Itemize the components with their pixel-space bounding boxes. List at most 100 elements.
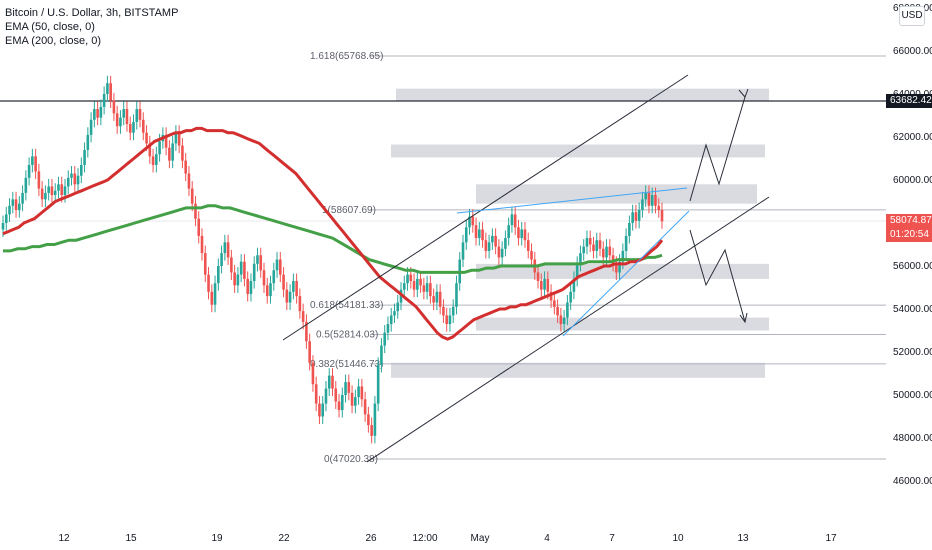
candle-body: [572, 278, 576, 292]
candle-body: [438, 291, 442, 307]
time-axis[interactable]: 12 15 19 22 26 12:00 May 4 7 10 13 17: [58, 533, 837, 544]
currency-button[interactable]: USD: [899, 6, 925, 26]
candle-body: [89, 119, 93, 135]
candle-body: [373, 403, 377, 436]
candle-body: [523, 229, 527, 241]
candle-body: [592, 244, 595, 251]
candle-body: [660, 210, 664, 222]
candle-body: [44, 192, 47, 200]
candle-body: [24, 177, 28, 193]
fib-level-label: 0.5(52814.03): [316, 329, 378, 340]
zone-rect: [476, 317, 769, 331]
candle-body: [226, 242, 230, 258]
candle-body: [31, 156, 34, 165]
candle-body: [174, 132, 178, 144]
candle-body: [282, 274, 285, 290]
price-tick-label: 50000.00: [893, 390, 932, 401]
candle-body: [27, 164, 31, 178]
candle-body: [187, 173, 191, 189]
candle-body: [559, 315, 563, 325]
price-tick-label: 66000.00: [893, 46, 932, 57]
candle-body: [239, 261, 243, 275]
candle-body: [631, 212, 634, 223]
candle-body: [164, 134, 168, 148]
candle-body: [347, 382, 351, 393]
candle-body: [102, 94, 106, 107]
candle-body: [40, 188, 44, 200]
candle-body: [451, 306, 455, 316]
time-tick-label: 15: [125, 533, 137, 544]
candle-body: [119, 117, 122, 127]
candle-body: [601, 248, 605, 258]
candle-body: [207, 274, 210, 292]
time-tick-label: 13: [737, 533, 749, 544]
level-price-tag: 63682.42: [886, 94, 932, 108]
fib-level-label: 1.618(65768.65): [310, 51, 383, 62]
candle-body: [79, 164, 83, 176]
candle-body: [386, 324, 390, 333]
price-axis[interactable]: 68000.0066000.0064000.0062000.0060000.00…: [893, 3, 932, 487]
candle-body: [318, 403, 321, 417]
candle-body: [14, 199, 18, 211]
candle-body: [324, 388, 328, 404]
price-tick-label: 62000.00: [893, 132, 932, 143]
candle-body: [402, 283, 406, 290]
candle-body: [148, 143, 152, 157]
candle-body: [60, 184, 64, 196]
candle-body: [213, 283, 217, 305]
candle-body: [598, 240, 602, 249]
candle-body: [370, 425, 373, 436]
candle-body: [644, 192, 647, 200]
symbol-title[interactable]: Bitcoin / U.S. Dollar, 3h, BITSTAMP: [5, 7, 179, 19]
ascending-channel: [282, 74, 770, 463]
candle-body: [327, 375, 331, 389]
candle-body: [615, 263, 618, 273]
candle-body: [106, 83, 109, 94]
candle-body: [135, 109, 139, 122]
candle-body: [197, 218, 201, 236]
candle-body: [194, 203, 197, 219]
candle-body: [301, 311, 305, 322]
candle-body: [507, 225, 510, 239]
candle-body: [412, 281, 416, 290]
candle-body: [448, 315, 452, 325]
candle-body: [314, 384, 318, 404]
candle-body: [269, 283, 272, 297]
candle-body: [21, 192, 24, 204]
candle-body: [37, 171, 41, 189]
candle-body: [474, 225, 478, 239]
candle-body: [517, 227, 520, 239]
candle-body: [223, 242, 227, 254]
candle-body: [575, 263, 579, 279]
price-tick-label: 60000.00: [893, 175, 932, 186]
candle-body: [409, 274, 413, 282]
candle-body: [155, 154, 158, 165]
candle-body: [419, 278, 422, 286]
candle-body: [634, 212, 638, 221]
ema50-legend[interactable]: EMA (50, close, 0): [5, 21, 95, 33]
candle-body: [109, 83, 112, 101]
ema200-legend[interactable]: EMA (200, close, 0): [5, 35, 101, 47]
countdown-tag: 01:20:54: [886, 228, 932, 242]
candle-body: [190, 188, 194, 204]
time-tick-label: 22: [278, 533, 290, 544]
candle-body: [406, 274, 409, 284]
time-tick-label: 7: [609, 533, 615, 544]
rising-wedge: [456, 187, 690, 337]
candle-body: [285, 289, 289, 303]
candle-body: [468, 216, 471, 228]
candle-body: [158, 141, 161, 155]
candle-body: [246, 278, 249, 294]
zone-rect: [396, 88, 769, 102]
candle-body: [605, 246, 608, 258]
candle-body: [543, 278, 546, 290]
candle-body: [259, 255, 263, 271]
candle-body: [461, 242, 465, 260]
time-tick-label: 19: [211, 533, 223, 544]
candle-body: [657, 205, 661, 211]
price-tick-label: 52000.00: [893, 347, 932, 358]
candle-body: [125, 109, 129, 125]
time-tick-label: May: [471, 533, 490, 544]
candle-body: [608, 246, 612, 256]
